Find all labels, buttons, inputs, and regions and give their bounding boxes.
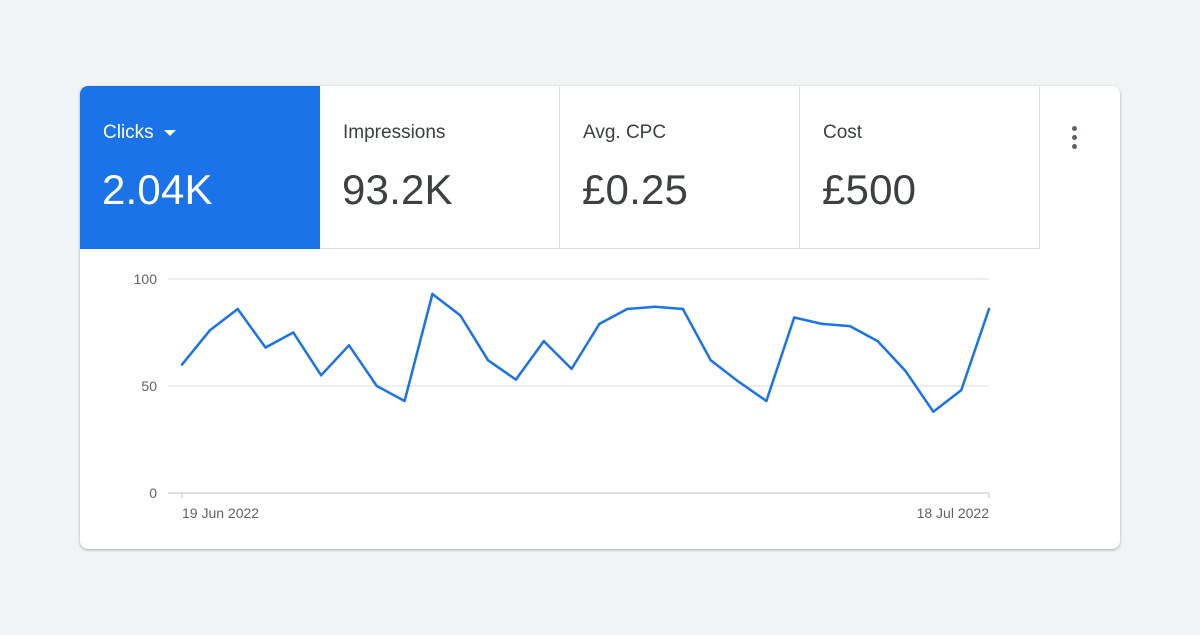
performance-card: Clicks 2.04K Impressions 93.2K Avg. CPC … xyxy=(80,86,1120,549)
data-point xyxy=(737,380,740,383)
metric-label-impressions: Impressions xyxy=(343,122,446,143)
data-point xyxy=(375,384,378,388)
metric-tile-clicks[interactable]: Clicks 2.04K xyxy=(80,86,320,249)
more-dot xyxy=(1071,134,1077,140)
more-dot xyxy=(1071,143,1077,149)
metric-label-clicks-text: Clicks xyxy=(103,122,154,143)
data-point xyxy=(264,346,267,349)
metric-tiles: Clicks 2.04K Impressions 93.2K Avg. CPC … xyxy=(80,86,1040,249)
data-point xyxy=(319,374,323,377)
metric-label-clicks: Clicks xyxy=(103,122,176,144)
metric-value-impressions: 93.2K xyxy=(342,166,453,213)
data-point xyxy=(347,344,351,347)
data-point xyxy=(820,322,824,326)
caret-down-icon[interactable] xyxy=(163,130,176,136)
more-dot xyxy=(1071,125,1077,131)
metric-tile-cost[interactable]: Cost £500 xyxy=(800,86,1040,249)
metric-value-cost: £500 xyxy=(822,166,917,213)
y-tick-label: 50 xyxy=(141,378,157,394)
x-tick-label: 19 Jun 2022 xyxy=(182,505,259,521)
data-point xyxy=(876,339,879,343)
metric-tile-impressions[interactable]: Impressions 93.2K xyxy=(320,86,560,249)
data-point xyxy=(932,410,935,413)
data-point xyxy=(542,339,545,343)
data-point xyxy=(208,329,212,332)
data-point xyxy=(793,316,796,319)
data-point xyxy=(987,307,991,311)
data-point xyxy=(514,378,518,381)
data-point xyxy=(765,399,768,403)
data-point xyxy=(431,292,434,296)
y-tick-label: 0 xyxy=(149,485,157,501)
data-point xyxy=(486,359,490,362)
data-point xyxy=(459,314,462,317)
metric-value-clicks: 2.04K xyxy=(102,166,213,213)
more-vert-icon[interactable] xyxy=(1060,122,1088,152)
metric-label-cost: Cost xyxy=(823,122,863,143)
data-point xyxy=(570,367,573,371)
data-point xyxy=(292,331,295,334)
data-point xyxy=(904,369,907,373)
series-line-clicks xyxy=(180,292,991,413)
clicks-line-chart: 0 50 100 19 Jun 2022 18 Jul 2022 xyxy=(134,271,991,521)
data-point xyxy=(709,359,712,362)
data-point xyxy=(681,307,685,311)
data-point xyxy=(598,322,601,326)
data-point xyxy=(180,363,184,366)
metric-label-avg-cpc: Avg. CPC xyxy=(583,122,667,143)
metric-value-avg-cpc: £0.25 xyxy=(582,166,689,213)
data-point xyxy=(626,307,629,311)
data-point xyxy=(653,305,657,309)
metric-tile-avg-cpc[interactable]: Avg. CPC £0.25 xyxy=(560,86,800,249)
data-point xyxy=(959,389,963,392)
x-tick-label: 18 Jul 2022 xyxy=(917,505,990,521)
y-tick-label: 100 xyxy=(134,271,158,287)
data-point xyxy=(403,399,406,403)
data-point xyxy=(848,324,852,328)
data-point xyxy=(236,307,239,311)
